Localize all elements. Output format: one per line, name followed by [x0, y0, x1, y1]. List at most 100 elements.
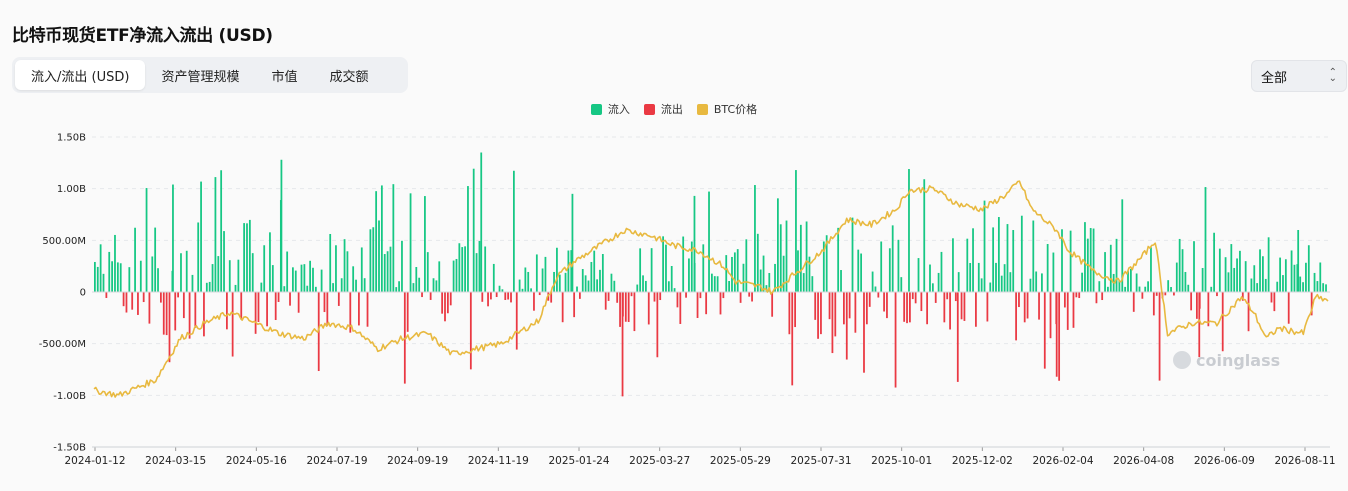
inflow-bar	[1104, 252, 1106, 292]
outflow-bar	[297, 292, 300, 313]
x-tick-label: 2024-07-19	[306, 455, 367, 467]
inflow-bar	[409, 193, 412, 292]
legend-swatch	[590, 103, 602, 115]
outflow-bar	[1155, 292, 1158, 296]
outflow-bar	[1221, 292, 1224, 352]
inflow-bar	[139, 260, 142, 292]
outflow-bar	[1287, 292, 1290, 324]
outflow-bar	[814, 292, 817, 320]
inflow-bar	[1003, 264, 1006, 292]
inflow-bar	[415, 267, 418, 292]
inflow-bar	[837, 227, 840, 292]
inflow-bar	[871, 271, 874, 292]
outflow-bar	[679, 292, 682, 324]
etf-filter-select[interactable]: 全部 ⌃ ⌄	[1251, 60, 1347, 92]
inflow-bar	[185, 250, 188, 292]
inflow-bar	[799, 224, 802, 292]
x-tick-label: 2024-01-12	[64, 455, 125, 467]
inflow-bar	[154, 227, 157, 292]
outflow-bar	[604, 292, 607, 310]
outflow-bar	[719, 292, 722, 315]
inflow-bar	[438, 261, 441, 292]
inflow-bar	[690, 241, 693, 292]
outflow-bar	[659, 292, 662, 301]
inflow-bar	[472, 168, 475, 292]
inflow-bar	[251, 253, 254, 292]
tab-volume[interactable]: 成交额	[329, 69, 369, 85]
x-tick-label: 2026-06-09	[1194, 455, 1255, 467]
outflow-bar	[358, 292, 360, 326]
outflow-bar	[1158, 292, 1161, 381]
inflow-bar	[989, 282, 992, 292]
inflow-bar	[931, 283, 934, 292]
outflow-bar	[125, 292, 128, 313]
inflow-bar	[1006, 224, 1009, 292]
inflow-bar	[220, 170, 223, 292]
outflow-bar	[1101, 292, 1104, 301]
inflow-bar	[1144, 286, 1147, 292]
outflow-bar	[828, 292, 831, 320]
inflow-bar	[857, 249, 860, 292]
outflow-bar	[943, 292, 946, 323]
inflow-bar	[650, 248, 653, 292]
outflow-bar	[481, 292, 484, 302]
inflow-bar	[1127, 270, 1129, 292]
inflow-bar	[492, 263, 495, 292]
outflow-bar	[148, 292, 151, 324]
inflow-bar	[180, 253, 182, 292]
inflow-bar	[111, 261, 113, 292]
outflow-bar	[105, 292, 108, 298]
legend-swatch	[696, 103, 708, 115]
inflow-bar	[1193, 241, 1195, 292]
inflow-bar	[917, 258, 920, 292]
inflow-bar	[191, 274, 194, 292]
inflow-bar	[997, 217, 1000, 292]
inflow-bar	[467, 186, 469, 292]
outflow-bar	[788, 292, 791, 335]
legend-item-inflow[interactable]: 流入	[590, 101, 630, 117]
inflow-bar	[667, 281, 670, 292]
inflow-bar	[1282, 275, 1284, 292]
outflow-bar	[696, 292, 699, 318]
outflow-bar	[561, 292, 564, 323]
inflow-bar	[596, 279, 598, 292]
inflow-bar	[392, 184, 395, 292]
outflow-bar	[1072, 292, 1075, 328]
inflow-bar	[269, 232, 271, 292]
inflow-bar	[1218, 248, 1221, 292]
inflow-bar	[1129, 268, 1132, 292]
tab-aum[interactable]: 资产管理规模	[161, 69, 240, 85]
tab-flows[interactable]: 流入/流出 (USD)	[15, 60, 146, 90]
x-tick-label: 2025-03-27	[629, 455, 690, 467]
inflow-bar	[535, 254, 538, 292]
outflow-bar	[1152, 292, 1155, 316]
inflow-bar	[957, 272, 960, 292]
outflow-bar	[883, 292, 885, 312]
inflow-bar	[1319, 262, 1322, 292]
outflow-bar	[854, 292, 857, 333]
inflow-bar	[1092, 228, 1095, 292]
outflow-bar	[1066, 292, 1069, 330]
inflow-bar	[435, 280, 438, 292]
inflow-bar	[102, 273, 105, 292]
inflow-bar	[134, 227, 136, 292]
outflow-bar	[975, 292, 977, 327]
outflow-bar	[444, 292, 446, 322]
inflow-bar	[1124, 286, 1127, 292]
tab-market-cap[interactable]: 市值	[271, 69, 298, 85]
inflow-bar	[1262, 256, 1264, 292]
inflow-bar	[418, 277, 421, 292]
inflow-bar	[556, 247, 558, 292]
legend-item-outflow[interactable]: 流出	[643, 101, 683, 117]
outflow-bar	[920, 292, 923, 312]
inflow-bar	[217, 256, 220, 292]
inflow-bar	[1267, 237, 1270, 292]
inflow-bar	[570, 250, 573, 292]
outflow-bar	[1173, 292, 1175, 296]
inflow-bar	[808, 256, 811, 292]
legend-item-btc-price[interactable]: BTC价格	[696, 101, 757, 117]
inflow-peak-bar	[908, 169, 910, 292]
inflow-bar	[1279, 257, 1281, 292]
inflow-bar	[151, 256, 154, 292]
legend-label: 流入	[607, 103, 630, 116]
